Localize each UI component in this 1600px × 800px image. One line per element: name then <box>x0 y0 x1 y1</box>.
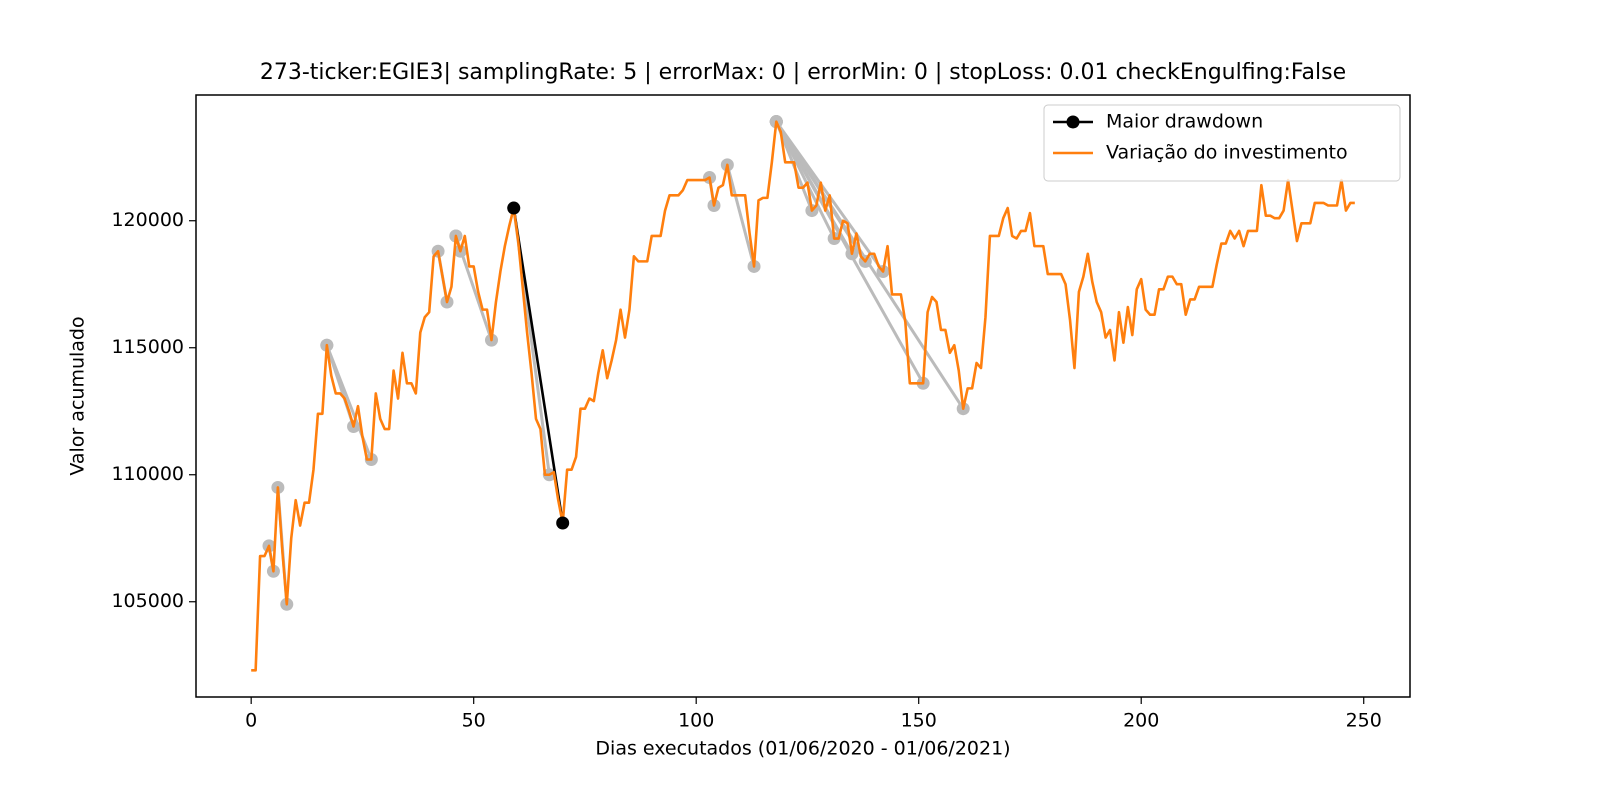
x-tick-label: 150 <box>901 710 937 732</box>
axes-frame <box>195 94 1411 698</box>
legend-label: Variação do investimento <box>1106 142 1348 164</box>
x-tick-label: 200 <box>1123 710 1159 732</box>
x-tick-label: 50 <box>462 710 486 732</box>
x-tick-label: 0 <box>245 710 257 732</box>
y-tick-label: 110000 <box>111 463 184 485</box>
y-tick-label: 120000 <box>111 209 184 231</box>
chart-title: 273-ticker:EGIE3| samplingRate: 5 | erro… <box>260 60 1346 85</box>
x-axis-label: Dias executados (01/06/2020 - 01/06/2021… <box>595 738 1010 760</box>
y-tick-label: 115000 <box>111 336 184 358</box>
plot-area <box>251 115 1355 672</box>
drawdown-line <box>774 120 925 385</box>
x-tick-label: 250 <box>1346 710 1382 732</box>
drawdown-line <box>775 120 965 410</box>
y-axis-label: Valor acumulado <box>67 316 89 475</box>
legend-box <box>1043 104 1401 182</box>
drawdown-line <box>725 164 756 267</box>
series-marker <box>507 201 521 215</box>
drawdown-line <box>454 235 493 341</box>
x-tick-label: 100 <box>678 710 714 732</box>
series-line <box>512 207 564 524</box>
legend: Maior drawdown Variação do investimento <box>1043 104 1401 182</box>
legend-marker <box>1066 115 1080 129</box>
series-line <box>251 120 1355 672</box>
y-tick-label: 105000 <box>111 590 184 612</box>
legend-label: Maior drawdown <box>1106 111 1263 133</box>
series-marker <box>556 516 570 530</box>
